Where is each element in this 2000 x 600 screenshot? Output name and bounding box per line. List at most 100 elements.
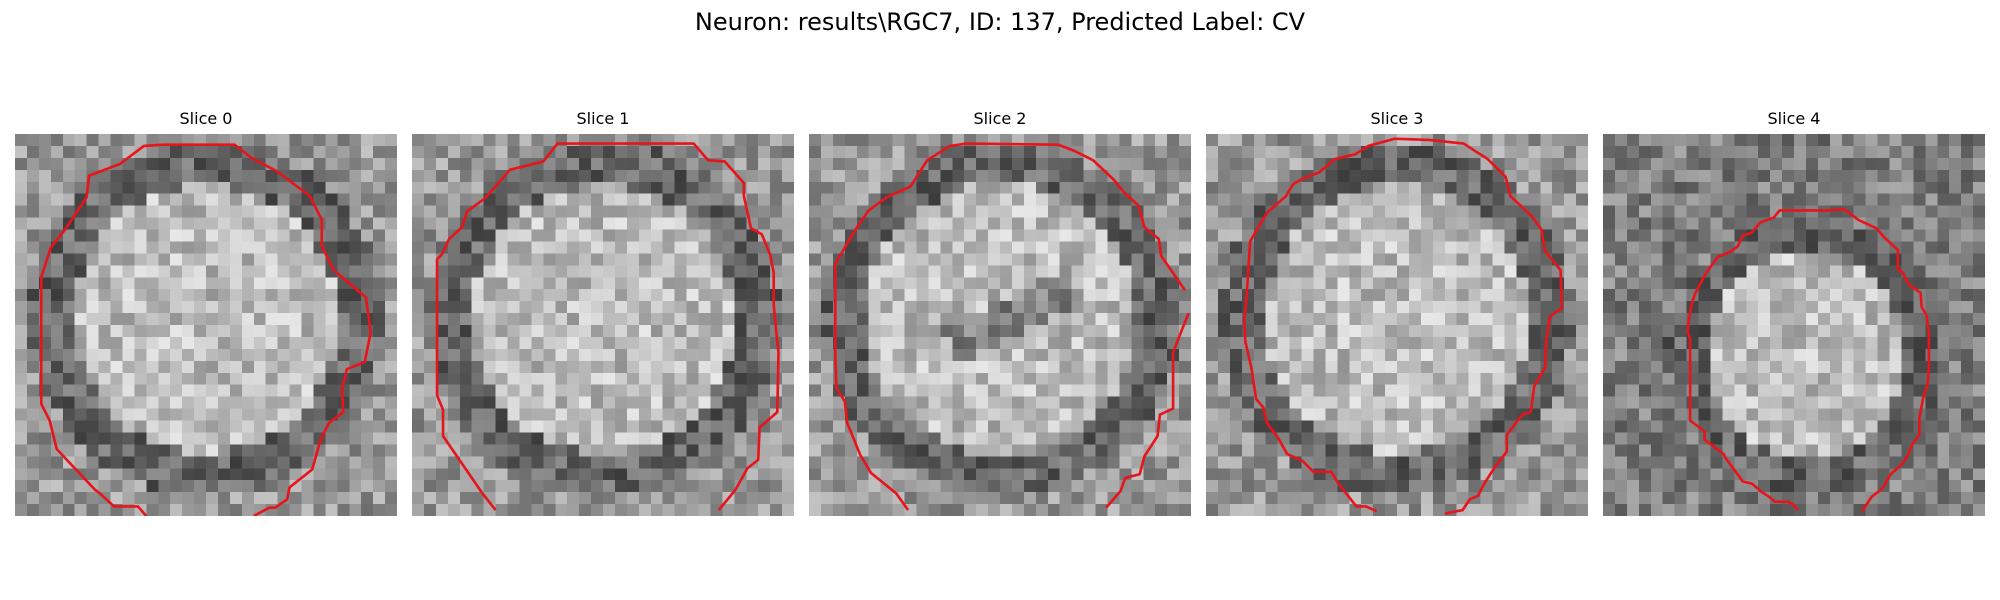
- pixel-cell: [1805, 444, 1819, 457]
- pixel-cell: [952, 480, 965, 493]
- pixel-cell: [892, 241, 905, 254]
- pixel-cell: [1289, 145, 1302, 159]
- pixel-cell: [940, 205, 953, 218]
- pixel-cell: [194, 492, 207, 505]
- pixel-cell: [1229, 456, 1243, 469]
- pixel-cell: [928, 396, 941, 409]
- pixel-cell: [194, 444, 207, 457]
- pixel-cell: [626, 348, 640, 362]
- pixel-cell: [1131, 492, 1144, 505]
- pixel-cell: [698, 432, 711, 445]
- pixel-cell: [868, 456, 881, 469]
- pixel-cell: [638, 504, 651, 516]
- pixel-cell: [1853, 157, 1866, 171]
- pixel-cell: [650, 336, 663, 350]
- pixel-cell: [746, 396, 759, 409]
- pixel-cell: [1253, 145, 1266, 159]
- pixel-cell: [1265, 253, 1278, 266]
- pixel-cell: [74, 157, 87, 171]
- pixel-cell: [74, 396, 87, 409]
- pixel-cell: [1817, 408, 1831, 421]
- pixel-cell: [1408, 241, 1422, 254]
- pixel-cell: [686, 241, 699, 254]
- pixel-cell: [734, 253, 747, 266]
- pixel-cell: [916, 145, 929, 159]
- pixel-cell: [626, 384, 640, 397]
- pixel-cell: [1289, 253, 1302, 266]
- pixel-cell: [1973, 301, 1985, 314]
- pixel-cell: [15, 169, 28, 182]
- pixel-cell: [543, 265, 556, 278]
- pixel-cell: [1877, 277, 1890, 290]
- pixel-cell: [1420, 193, 1434, 206]
- pixel-cell: [447, 301, 460, 314]
- pixel-cell: [591, 372, 604, 385]
- pixel-cell: [988, 145, 1001, 159]
- pixel-cell: [674, 265, 687, 278]
- pixel-cell: [1337, 420, 1350, 433]
- pixel-cell: [638, 480, 651, 493]
- pixel-cell: [1674, 241, 1687, 254]
- pixel-cell: [1301, 241, 1314, 254]
- pixel-cell: [146, 408, 159, 421]
- pixel-cell: [265, 384, 278, 397]
- pixel-cell: [313, 217, 326, 230]
- pixel-cell: [1217, 408, 1231, 421]
- pixel-cell: [892, 157, 905, 171]
- pixel-cell: [1973, 253, 1985, 266]
- pixel-cell: [1265, 396, 1278, 409]
- pixel-cell: [1746, 444, 1759, 457]
- pixel-cell: [638, 217, 651, 230]
- pixel-cell: [1528, 253, 1541, 266]
- pixel-cell: [650, 145, 663, 159]
- pixel-cell: [976, 265, 989, 278]
- pixel-cell: [952, 253, 965, 266]
- pixel-cell: [483, 348, 496, 362]
- pixel-cell: [1217, 289, 1231, 302]
- pixel-cell: [1301, 217, 1314, 230]
- pixel-cell: [674, 360, 687, 373]
- pixel-cell: [1107, 432, 1120, 445]
- pixel-cell: [1710, 313, 1723, 326]
- pixel-cell: [122, 504, 135, 516]
- pixel-cell: [1217, 301, 1231, 314]
- pixel-cell: [1937, 372, 1950, 385]
- pixel-cell: [1817, 169, 1831, 182]
- pixel-cell: [1961, 217, 1974, 230]
- pixel-cell: [1107, 229, 1120, 242]
- pixel-cell: [1877, 444, 1890, 457]
- pixel-cell: [1877, 432, 1890, 445]
- pixel-cell: [1179, 241, 1191, 254]
- pixel-cell: [62, 372, 75, 385]
- pixel-cell: [710, 504, 723, 516]
- pixel-cell: [686, 492, 699, 505]
- pixel-cell: [253, 289, 266, 302]
- pixel-cell: [62, 229, 75, 242]
- pixel-cell: [337, 241, 350, 254]
- pixel-cell: [1167, 444, 1180, 457]
- pixel-cell: [519, 229, 532, 242]
- pixel-cell: [1901, 408, 1914, 421]
- pixel-cell: [1095, 313, 1108, 326]
- pixel-cell: [856, 492, 869, 505]
- pixel-cell: [555, 169, 568, 182]
- pixel-cell: [1552, 277, 1565, 290]
- pixel-cell: [880, 444, 893, 457]
- pixel-cell: [1576, 336, 1588, 350]
- pixel-cell: [1301, 360, 1314, 373]
- pixel-cell: [567, 145, 580, 159]
- pixel-cell: [361, 265, 374, 278]
- pixel-cell: [1480, 325, 1493, 338]
- pixel-cell: [349, 396, 362, 409]
- pixel-cell: [301, 134, 314, 147]
- pixel-cell: [447, 169, 460, 182]
- pixel-cell: [1540, 420, 1553, 433]
- pixel-cell: [170, 360, 183, 373]
- pixel-cell: [301, 301, 314, 314]
- pixel-cell: [1408, 420, 1422, 433]
- pixel-cell: [495, 181, 508, 194]
- pixel-cell: [1913, 253, 1926, 266]
- pixel-cell: [86, 205, 99, 218]
- pixel-cell: [603, 456, 616, 469]
- pixel-cell: [1397, 253, 1410, 266]
